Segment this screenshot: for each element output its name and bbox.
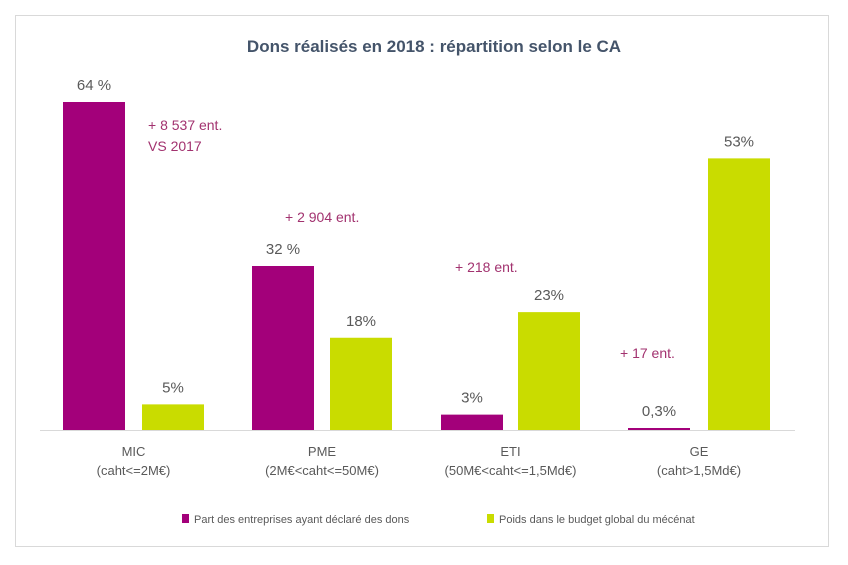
- bar-ge-series-2: [708, 158, 770, 430]
- annotation: + 8 537 ent.: [148, 117, 222, 133]
- data-label: 3%: [461, 390, 483, 407]
- legend-label: Poids dans le budget global du mécénat: [499, 514, 695, 526]
- data-label: 64 %: [77, 77, 111, 94]
- data-label: 32 %: [266, 241, 300, 258]
- bar-eti-series-2: [518, 312, 580, 430]
- bar-pme-series-2: [330, 337, 392, 430]
- category-label: PME: [308, 444, 337, 459]
- data-label: 53%: [724, 133, 754, 150]
- legend-swatch: [182, 514, 189, 523]
- category-label: MIC: [122, 444, 146, 459]
- annotation: + 2 904 ent.: [285, 209, 359, 225]
- data-label: 5%: [162, 379, 184, 396]
- annotation: + 218 ent.: [455, 259, 518, 275]
- annotation: + 17 ent.: [620, 345, 675, 361]
- category-sublabel: (caht>1,5Md€): [657, 463, 741, 478]
- data-label: 23%: [534, 287, 564, 304]
- bar-mic-series-2: [142, 404, 204, 430]
- bar-pme-series-1: [252, 266, 314, 430]
- category-label: GE: [690, 444, 709, 459]
- category-sublabel: (caht<=2M€): [97, 463, 171, 478]
- legend-label: Part des entreprises ayant déclaré des d…: [194, 514, 410, 526]
- category-sublabel: (50M€<caht<=1,5Md€): [445, 463, 577, 478]
- data-label: 18%: [346, 313, 376, 330]
- category-sublabel: (2M€<caht<=50M€): [265, 463, 379, 478]
- chart-frame: [15, 15, 829, 547]
- legend-swatch: [487, 514, 494, 523]
- bar-eti-series-1: [441, 414, 503, 430]
- category-label: ETI: [500, 444, 520, 459]
- data-label: 0,3%: [642, 403, 676, 420]
- bar-ge-series-1: [628, 428, 690, 430]
- chart-title: Dons réalisés en 2018 : répartition selo…: [247, 37, 621, 56]
- annotation: VS 2017: [148, 138, 202, 154]
- bar-mic-series-1: [63, 102, 125, 430]
